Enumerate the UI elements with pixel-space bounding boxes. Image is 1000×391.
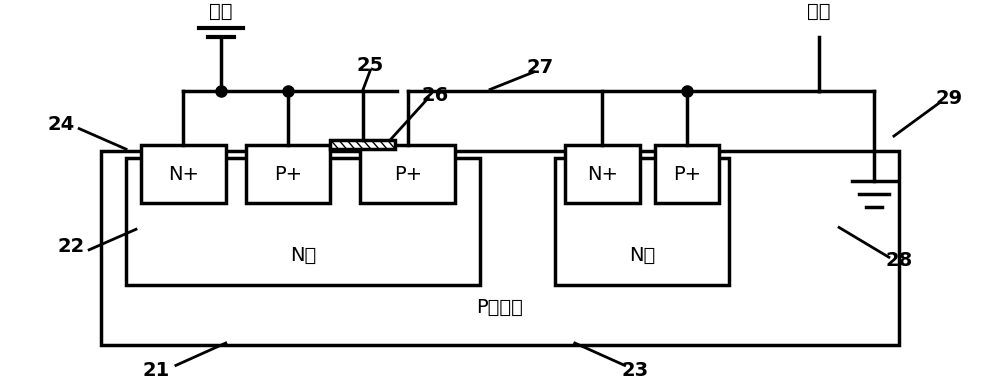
Bar bbox=[141, 145, 226, 203]
Bar bbox=[360, 145, 455, 203]
Text: P+: P+ bbox=[274, 165, 302, 184]
Text: N阱: N阱 bbox=[290, 246, 316, 265]
Text: P+: P+ bbox=[394, 165, 422, 184]
Text: 21: 21 bbox=[142, 361, 170, 380]
Text: 22: 22 bbox=[58, 237, 85, 256]
Bar bbox=[246, 145, 330, 203]
Text: N阱: N阱 bbox=[629, 246, 655, 265]
Text: 27: 27 bbox=[526, 57, 553, 77]
Text: P型衬底: P型衬底 bbox=[477, 298, 523, 317]
Text: 26: 26 bbox=[422, 86, 449, 104]
Text: N+: N+ bbox=[587, 165, 618, 184]
Text: 24: 24 bbox=[48, 115, 75, 135]
Text: P+: P+ bbox=[673, 165, 701, 184]
Text: 23: 23 bbox=[621, 361, 648, 380]
Bar bbox=[126, 158, 480, 285]
Text: 阳极: 阳极 bbox=[209, 2, 233, 21]
Text: N+: N+ bbox=[168, 165, 199, 184]
Bar bbox=[101, 151, 899, 345]
Text: 28: 28 bbox=[885, 251, 913, 271]
Bar bbox=[330, 140, 395, 149]
Bar bbox=[565, 145, 640, 203]
Bar bbox=[555, 158, 729, 285]
Text: 阴极: 阴极 bbox=[807, 2, 831, 21]
Text: 29: 29 bbox=[935, 89, 962, 108]
Text: 25: 25 bbox=[357, 56, 384, 75]
Bar bbox=[655, 145, 719, 203]
